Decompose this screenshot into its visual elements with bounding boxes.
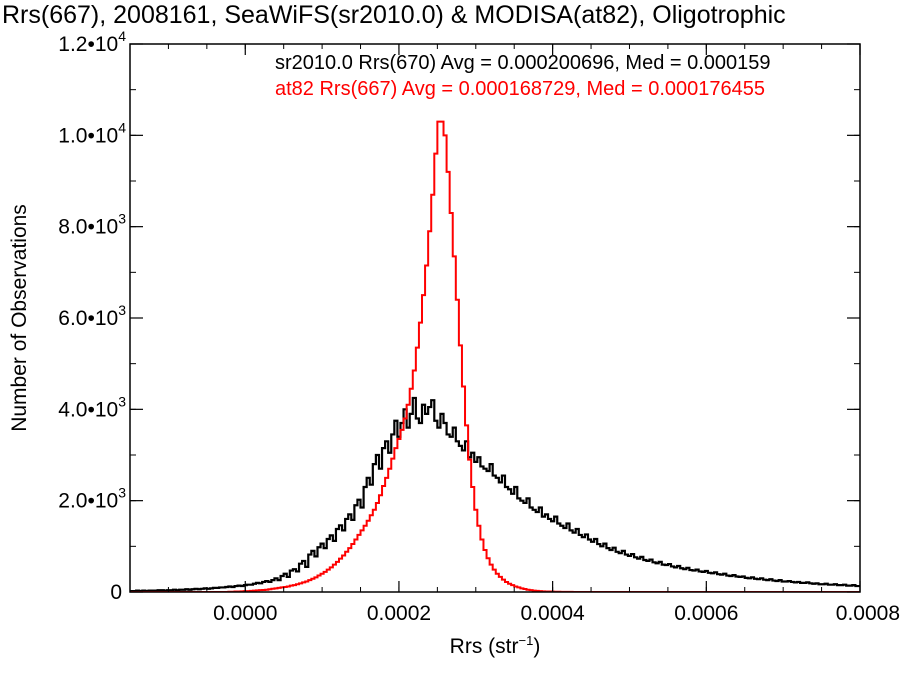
y-tick-label: 1.0•104 [58,119,126,147]
plot-frame [129,43,861,593]
y-tick-label: 8.0•103 [58,211,126,239]
legend-entry-sr2010: sr2010.0 Rrs(670) Avg = 0.000200696, Med… [275,52,771,74]
x-tick-label: 0.0008 [836,602,900,625]
y-tick-label: 0 [110,581,122,604]
y-tick-label: 1.2•104 [58,28,126,56]
y-tick-label: 2.0•103 [58,485,126,513]
x-axis-label-main: Rrs (str [450,635,519,658]
x-axis-label-close: ) [533,635,540,658]
x-tick-label: 0.0004 [521,602,586,625]
series-line-sr2010 [130,396,860,592]
x-axis-label-sup: −1 [519,633,534,648]
x-tick-label: 0.0000 [213,602,277,625]
y-tick-label: 6.0•103 [58,302,126,330]
y-tick-label: 4.0•103 [58,393,126,421]
x-axis-label: Rrs (str−1) [450,633,541,658]
y-axis-label: Number of Observations [8,204,31,432]
x-tick-label: 0.0002 [367,602,431,625]
series-line-at82 [130,120,860,592]
legend-entry-at82: at82 Rrs(667) Avg = 0.000168729, Med = 0… [275,78,765,100]
x-tick-label: 0.0006 [674,602,738,625]
chart-title: Rrs(667), 2008161, SeaWiFS(sr2010.0) & M… [2,1,786,29]
